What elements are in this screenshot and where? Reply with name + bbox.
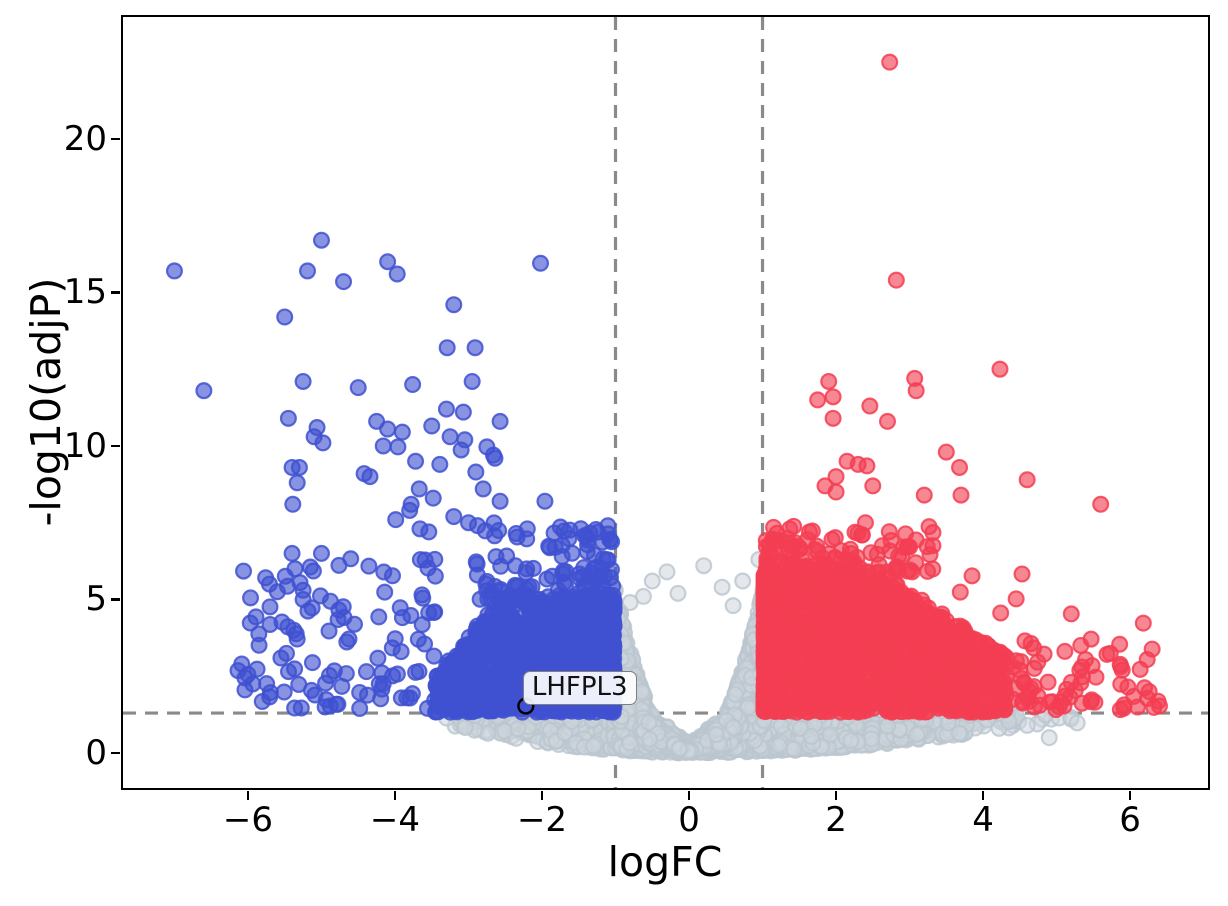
y-tick-mark: [111, 598, 120, 601]
x-tick-mark: [687, 791, 691, 800]
y-tick-label: 15: [63, 272, 107, 313]
scatter-canvas: [123, 17, 1208, 788]
y-tick-label: 0: [85, 732, 107, 773]
x-tick-label: −2: [516, 800, 568, 840]
x-tick-mark: [1128, 791, 1132, 800]
y-tick-mark: [111, 291, 120, 294]
x-tick-mark: [981, 791, 985, 800]
x-axis-label: logFC: [607, 838, 723, 886]
y-tick-label: 10: [63, 425, 107, 466]
x-tick-mark: [540, 791, 544, 800]
y-tick-label: 5: [85, 579, 107, 620]
y-tick-mark: [111, 751, 120, 755]
x-tick-label: 2: [825, 800, 847, 840]
x-tick-mark: [393, 791, 397, 800]
y-axis-label: -log10(adjP): [22, 277, 70, 527]
x-tick-label: 0: [678, 800, 700, 840]
y-tick-label: 20: [63, 118, 107, 159]
x-tick-label: 4: [972, 800, 994, 840]
gene-annotation-label: LHFPL3: [522, 671, 637, 706]
x-tick-label: −6: [222, 800, 274, 840]
y-tick-mark: [111, 444, 120, 448]
x-tick-mark: [834, 791, 838, 800]
y-tick-mark: [111, 137, 120, 141]
x-tick-mark: [246, 791, 250, 800]
x-tick-label: 6: [1119, 800, 1141, 840]
x-tick-label: −4: [369, 800, 421, 840]
